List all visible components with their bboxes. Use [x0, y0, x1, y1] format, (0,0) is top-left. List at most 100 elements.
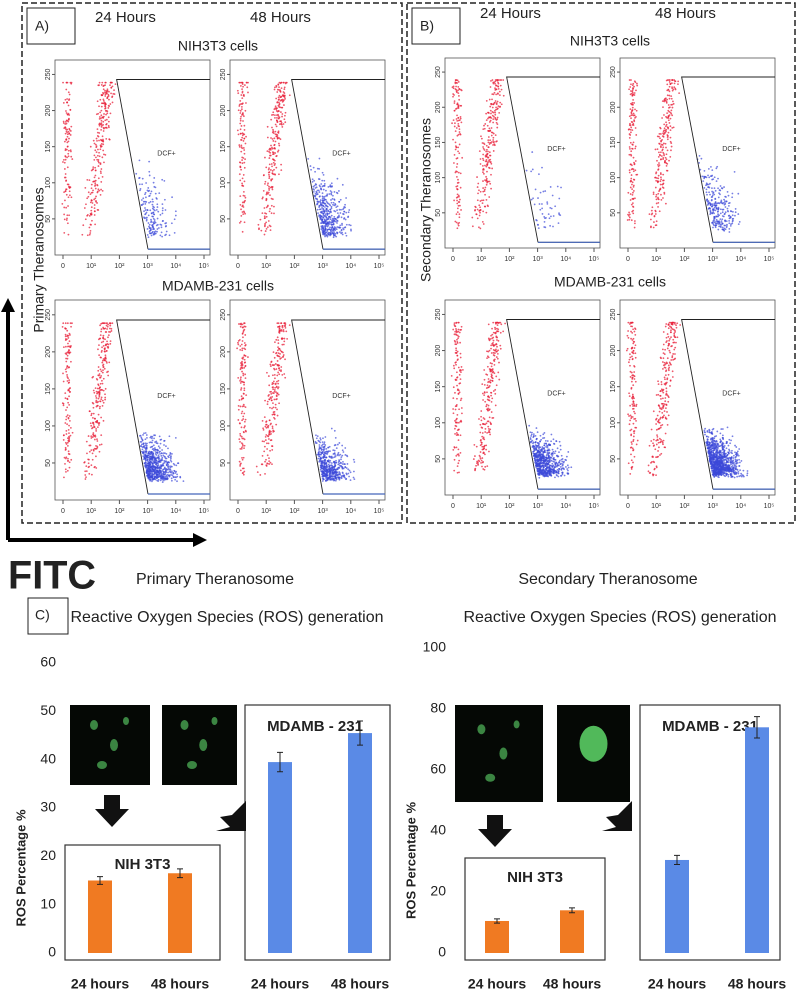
cell-dot	[455, 321, 458, 324]
cell-dot	[452, 364, 455, 367]
cell-dot	[488, 416, 491, 419]
cell-dot	[315, 434, 317, 437]
cell-dot	[93, 214, 96, 216]
cell-dot	[321, 192, 324, 195]
cell-dot	[725, 226, 728, 229]
cell-dot	[478, 189, 480, 192]
cell-dot	[164, 225, 167, 228]
cell-dot	[160, 438, 163, 441]
cell-dot	[92, 139, 95, 142]
cell-dot	[243, 166, 246, 169]
cell-dot	[322, 173, 325, 176]
cell-dot	[453, 125, 456, 128]
cell-dot	[342, 451, 345, 453]
cell-dot	[67, 416, 70, 419]
cell-dot	[274, 133, 277, 136]
cell-dot	[239, 100, 242, 102]
cell-dot	[558, 212, 560, 215]
cell-dot	[99, 400, 102, 403]
cell-dot	[68, 137, 70, 140]
cell-dot	[170, 222, 173, 225]
cell-dot	[352, 476, 355, 479]
cell-dot	[666, 94, 669, 97]
cell-dot	[312, 190, 315, 193]
cell-dot	[62, 434, 65, 437]
axis-arrowhead	[1, 298, 15, 312]
cell-dot	[100, 370, 103, 373]
cell-dot	[473, 443, 476, 446]
cell-dot	[239, 122, 242, 125]
cell-dot	[68, 419, 71, 422]
cell-dot	[324, 451, 326, 453]
cell-dot	[316, 200, 319, 203]
cell-dot	[240, 138, 242, 141]
cell-dot	[728, 227, 731, 230]
cell-dot	[454, 433, 456, 435]
cell-dot	[240, 398, 243, 401]
cell-dot	[549, 207, 552, 209]
cell-dot	[288, 94, 291, 97]
cell-dot	[323, 219, 326, 222]
cell-dot	[632, 87, 635, 90]
cell-dot	[108, 322, 111, 325]
cell-dot	[491, 327, 493, 330]
cell-dot	[93, 158, 96, 161]
cell-dot	[655, 172, 657, 175]
cell-dot	[71, 431, 74, 434]
cell-dot	[634, 127, 637, 129]
cell-dot	[265, 423, 267, 426]
cell-dot	[672, 100, 674, 103]
cell-dot	[455, 166, 458, 168]
cell-dot	[489, 161, 492, 163]
cell-dot	[148, 230, 151, 233]
cell-dot	[268, 185, 270, 188]
cell-dot	[454, 419, 456, 422]
cell-dot	[240, 150, 243, 153]
cell-dot	[268, 463, 271, 465]
flow-tick-label: 200	[45, 346, 52, 358]
cell-dot	[727, 205, 730, 207]
cell-dot	[488, 431, 491, 434]
cell-dot	[145, 471, 148, 474]
cell-dot	[271, 364, 274, 366]
cell-dot	[664, 131, 666, 134]
cell-dot	[488, 380, 491, 383]
cell-dot	[149, 468, 151, 471]
cell-dot	[336, 209, 338, 212]
cell-dot	[457, 462, 460, 465]
cell-dot	[239, 378, 242, 381]
cell-dot	[712, 209, 715, 212]
cell-dot	[335, 472, 338, 475]
cell-dot	[492, 344, 495, 346]
cell-dot	[62, 346, 65, 349]
cell-dot	[454, 343, 457, 346]
cell-dot	[720, 220, 723, 223]
cell-dot	[165, 222, 168, 224]
cell-dot	[241, 81, 244, 84]
cell-dot	[96, 445, 99, 448]
cell-dot	[497, 85, 499, 88]
cell-dot	[105, 118, 108, 121]
cell-dot	[330, 227, 333, 229]
cell-dot	[144, 438, 147, 441]
cell-dot	[159, 442, 162, 445]
cell-dot	[457, 107, 460, 109]
cell-dot	[489, 428, 492, 431]
flow-tick-label: 10²	[114, 508, 125, 515]
cell-dot	[104, 350, 106, 353]
cell-dot	[271, 170, 274, 172]
cell-dot	[535, 219, 538, 221]
cell-dot	[146, 436, 148, 439]
cell-dot	[280, 337, 283, 340]
cell-dot	[662, 173, 665, 176]
cell-dot	[273, 373, 276, 376]
cell-dot	[667, 104, 670, 106]
cell-dot	[728, 231, 731, 233]
cell-dot	[332, 201, 335, 204]
cell-dot	[239, 195, 242, 198]
cell-dot	[460, 407, 463, 409]
cell-dot	[165, 230, 168, 233]
cell-dot	[284, 358, 286, 361]
cell-dot	[629, 124, 632, 127]
cell-dot	[256, 471, 259, 474]
